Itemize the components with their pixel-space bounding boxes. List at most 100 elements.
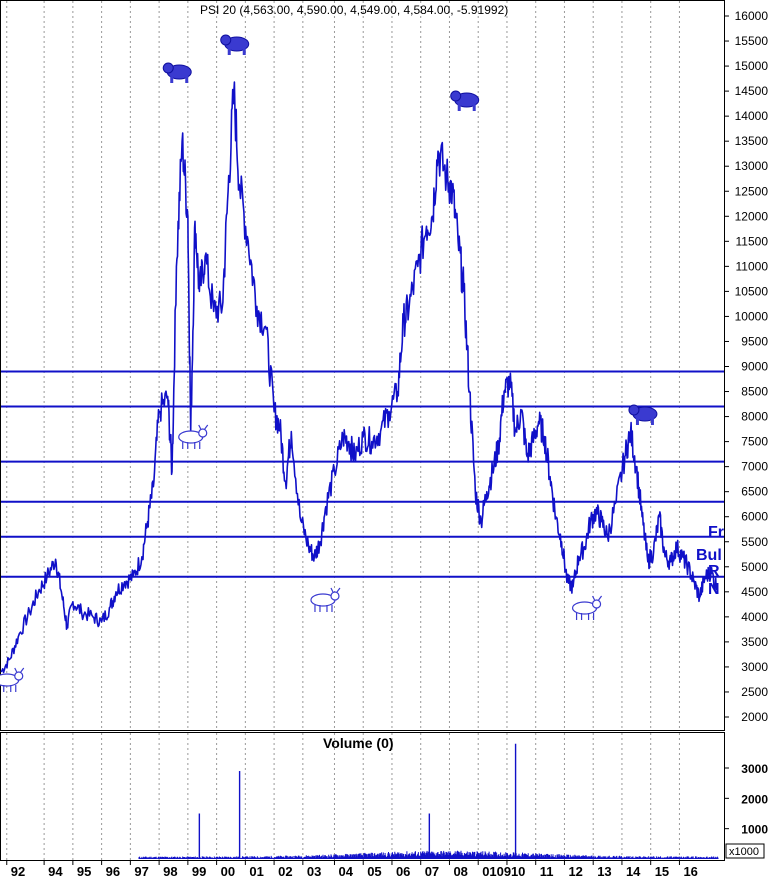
x-tick-label-11: 04 (338, 864, 353, 879)
bear-head (628, 404, 640, 416)
x-tick-label-22: 15 (655, 864, 669, 879)
price-tick-label-1: 2500 (741, 685, 768, 699)
x-axis: 92 94 95 96 97 98 99 00 01 02 03 04 05 06 07 08 0109 10 11… (6, 860, 698, 879)
price-tick-label-11: 7500 (741, 435, 768, 449)
x-tick-label-10: 03 (307, 864, 321, 879)
annotation-4: N (708, 581, 720, 598)
bear-head (220, 34, 232, 46)
bull-head (14, 671, 24, 681)
price-tick-label-16: 10000 (735, 309, 769, 323)
bear-leg (472, 104, 476, 111)
x-tick-label-21: 14 (626, 864, 641, 879)
bull-legs (182, 442, 201, 449)
x-tick-label-7: 00 (221, 864, 235, 879)
volume-panel (0, 732, 725, 861)
price-tick-label-13: 8500 (741, 385, 768, 399)
bull-head (591, 599, 602, 609)
vertical-gridlines (6, 1, 680, 860)
price-series (0, 81, 718, 674)
price-tick-label-0: 2000 (741, 710, 768, 724)
price-tick-label-8: 6000 (741, 510, 768, 524)
x-tick-label-6: 99 (192, 864, 206, 879)
price-tick-label-21: 12500 (735, 184, 769, 198)
x-tick-label-1: 94 (48, 864, 63, 879)
volume-tick-label-2: 3000 (741, 762, 768, 776)
bear-icon-3 (628, 404, 658, 425)
bull-legs (314, 605, 333, 612)
x-tick-label-0: 92 (11, 864, 25, 879)
annotation-2: Bul (696, 547, 722, 564)
x-tick-label-19: 12 (568, 864, 582, 879)
bull-horns (198, 424, 209, 430)
volume-series (138, 743, 719, 859)
bull-icon-3 (571, 595, 603, 620)
bear-icon-2 (450, 90, 480, 111)
bear-leg (242, 48, 246, 55)
x-tick-label-8: 01 (249, 864, 263, 879)
x-tick-label-13: 06 (396, 864, 410, 879)
x-tick-label-20: 13 (597, 864, 611, 879)
price-tick-label-17: 10500 (735, 284, 769, 298)
price-tick-label-28: 16000 (735, 9, 769, 23)
price-tick-label-22: 13000 (735, 159, 769, 173)
price-tick-label-6: 5000 (741, 560, 768, 574)
x-tick-label-12: 05 (367, 864, 381, 879)
x-tick-label-14: 07 (425, 864, 439, 879)
bear-leg (635, 418, 639, 425)
bear-leg (170, 76, 174, 83)
price-tick-label-3: 3500 (741, 635, 768, 649)
x-tick-label-5: 98 (163, 864, 177, 879)
price-tick-label-9: 6500 (741, 485, 768, 499)
bull-icon-2 (310, 587, 341, 612)
bear-leg (457, 104, 461, 111)
bull-icon-0 (0, 667, 25, 692)
bull-bear-markers (0, 34, 658, 692)
bear-leg (185, 76, 189, 83)
price-tick-label-2: 3000 (741, 660, 768, 674)
price-tick-label-26: 15000 (735, 59, 769, 73)
price-tick-label-24: 14000 (735, 109, 769, 123)
price-tick-label-10: 7000 (741, 460, 768, 474)
x-tick-label-17: 10 (511, 864, 525, 879)
annotation-3: R (708, 563, 720, 580)
price-tick-label-7: 5500 (741, 535, 768, 549)
bull-head (198, 428, 208, 438)
chart-title: PSI 20 (4,563.00, 4,590.00, 4,549.00, 4,… (200, 3, 508, 17)
price-y-axis: 2000 2500 3000 3500 4000 4500 5000 5500 6000 6500… (724, 9, 768, 724)
price-tick-label-12: 8000 (741, 410, 768, 424)
volume-tick-label-0: 1000 (741, 823, 768, 837)
bull-horns (14, 667, 25, 673)
bear-head (162, 62, 174, 74)
bull-icon-1 (178, 424, 209, 449)
price-tick-label-20: 12000 (735, 209, 769, 223)
bull-legs (575, 613, 595, 620)
x-tick-label-2: 95 (77, 864, 91, 879)
price-tick-label-15: 9500 (741, 334, 768, 348)
price-line-0 (0, 81, 718, 674)
unit-box (725, 843, 765, 859)
volume-title: Volume (0) (323, 735, 394, 751)
volume-y-axis: 1000 2000 3000 (724, 762, 768, 837)
bear-icon-1 (220, 34, 250, 55)
price-tick-label-5: 4500 (741, 585, 768, 599)
x-tick-label-3: 96 (106, 864, 120, 879)
bull-legs (3, 685, 17, 692)
volume-tick-label-1: 2000 (741, 792, 768, 806)
horizontal-levels (1, 370, 724, 578)
x-tick-label-16: 0109 (482, 864, 511, 879)
x-tick-label-4: 97 (134, 864, 148, 879)
x-tick-label-18: 11 (540, 864, 554, 879)
price-tick-label-25: 14500 (735, 84, 769, 98)
bull-horns (330, 587, 341, 593)
price-tick-label-27: 15500 (735, 34, 769, 48)
bear-icon-0 (162, 62, 192, 83)
bear-head (450, 90, 462, 102)
x-tick-label-23: 16 (683, 864, 697, 879)
price-panel (0, 0, 725, 731)
price-tick-label-18: 11000 (736, 259, 769, 273)
price-tick-label-14: 9000 (741, 360, 768, 374)
volume-unit: x1000 (729, 846, 759, 858)
x-tick-label-9: 02 (278, 864, 292, 879)
price-tick-label-19: 11500 (736, 234, 769, 248)
